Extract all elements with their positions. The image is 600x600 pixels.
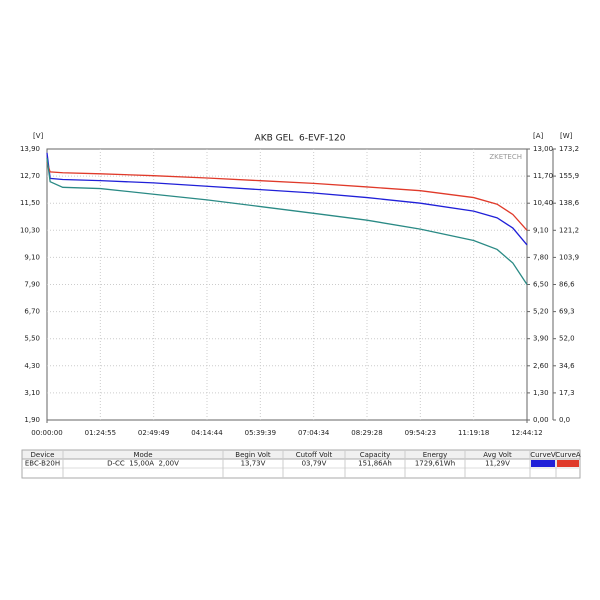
y3-tick-label: 69,3: [559, 308, 575, 316]
x-tick-label: 04:14:44: [191, 429, 223, 437]
legend-swatch: [557, 460, 579, 467]
x-tick-label: 09:54:23: [405, 429, 436, 437]
y3-tick-label: 52,0: [559, 335, 575, 343]
y2-tick-label: 9,10: [533, 226, 549, 234]
table-cell: 11,29V: [485, 460, 510, 468]
table-cell: D-CC 15,00A 2,00V: [107, 460, 179, 468]
y3-tick-label: 0,0: [559, 416, 570, 424]
table-header: Device: [31, 451, 55, 459]
y3-tick-label: 138,6: [559, 199, 580, 207]
table-cell: EBC-B20H: [25, 460, 60, 468]
y-tick-label: 9,10: [24, 253, 40, 261]
chart-title: AKB GEL 6-EVF-120: [255, 134, 346, 144]
y3-tick-label: 34,6: [559, 362, 575, 370]
series-line: [46, 162, 528, 231]
x-tick-label: 11:19:18: [458, 429, 489, 437]
y-tick-label: 10,30: [20, 226, 40, 234]
y2-tick-label: 3,90: [533, 335, 549, 343]
y3-tick-label: 103,9: [559, 253, 579, 261]
table-cell: 1729,61Wh: [415, 460, 455, 468]
table-header: Mode: [133, 451, 152, 459]
table-header: CurveV: [530, 451, 556, 459]
y2-tick-label: 5,20: [533, 308, 549, 316]
table-header: Cutoff Volt: [296, 451, 333, 459]
table-header: Energy: [423, 451, 448, 459]
table-cell: 03,79V: [302, 460, 327, 468]
y-tick-label: 11,50: [20, 199, 40, 207]
y2-tick-label: 2,60: [533, 362, 549, 370]
y2-tick-label: 7,80: [533, 253, 549, 261]
y-tick-label: 6,70: [24, 308, 40, 316]
y-axis-label: [V]: [33, 132, 44, 140]
y3-tick-label: 86,6: [559, 281, 575, 289]
x-tick-label: 00:00:00: [31, 429, 62, 437]
table-header: CurveA: [555, 451, 581, 459]
table-header: Begin Volt: [235, 451, 271, 459]
series-line: [46, 152, 528, 246]
y-tick-label: 13,90: [20, 145, 40, 153]
y2-tick-label: 13,00: [533, 145, 553, 153]
legend-swatch: [531, 460, 555, 467]
y2-tick-label: 1,30: [533, 389, 549, 397]
y2-tick-label: 6,50: [533, 281, 549, 289]
y3-tick-label: 155,9: [559, 172, 579, 180]
table-cell: 13,73V: [241, 460, 266, 468]
y-tick-label: 12,70: [20, 172, 40, 180]
watermark: ZKETECH: [489, 153, 522, 161]
y2-tick-label: 10,40: [533, 199, 553, 207]
table-header-bg: [21, 449, 581, 460]
x-tick-label: 02:49:49: [138, 429, 169, 437]
table-cell: 151,86Ah: [358, 460, 392, 468]
y-tick-label: 3,10: [24, 389, 40, 397]
y-tick-label: 4,30: [24, 362, 40, 370]
y-tick-label: 7,90: [24, 281, 40, 289]
x-tick-label: 12:44:12: [511, 429, 542, 437]
y3-tick-label: 121,2: [559, 226, 579, 234]
series-line: [46, 157, 528, 285]
x-tick-label: 01:24:55: [85, 429, 116, 437]
y3-axis-label: [W]: [560, 132, 573, 140]
table-header: Avg Volt: [483, 451, 512, 459]
table-header: Capacity: [360, 451, 391, 459]
y3-tick-label: 173,2: [559, 145, 579, 153]
y2-axis-label: [A]: [533, 132, 544, 140]
x-tick-label: 05:39:39: [245, 429, 276, 437]
x-tick-label: 07:04:34: [298, 429, 330, 437]
y-tick-label: 5,50: [24, 335, 40, 343]
y3-tick-label: 17,3: [559, 389, 575, 397]
y-tick-label: 1,90: [24, 416, 40, 424]
y2-tick-label: 0,00: [533, 416, 549, 424]
y2-tick-label: 11,70: [533, 172, 553, 180]
x-tick-label: 08:29:28: [351, 429, 382, 437]
